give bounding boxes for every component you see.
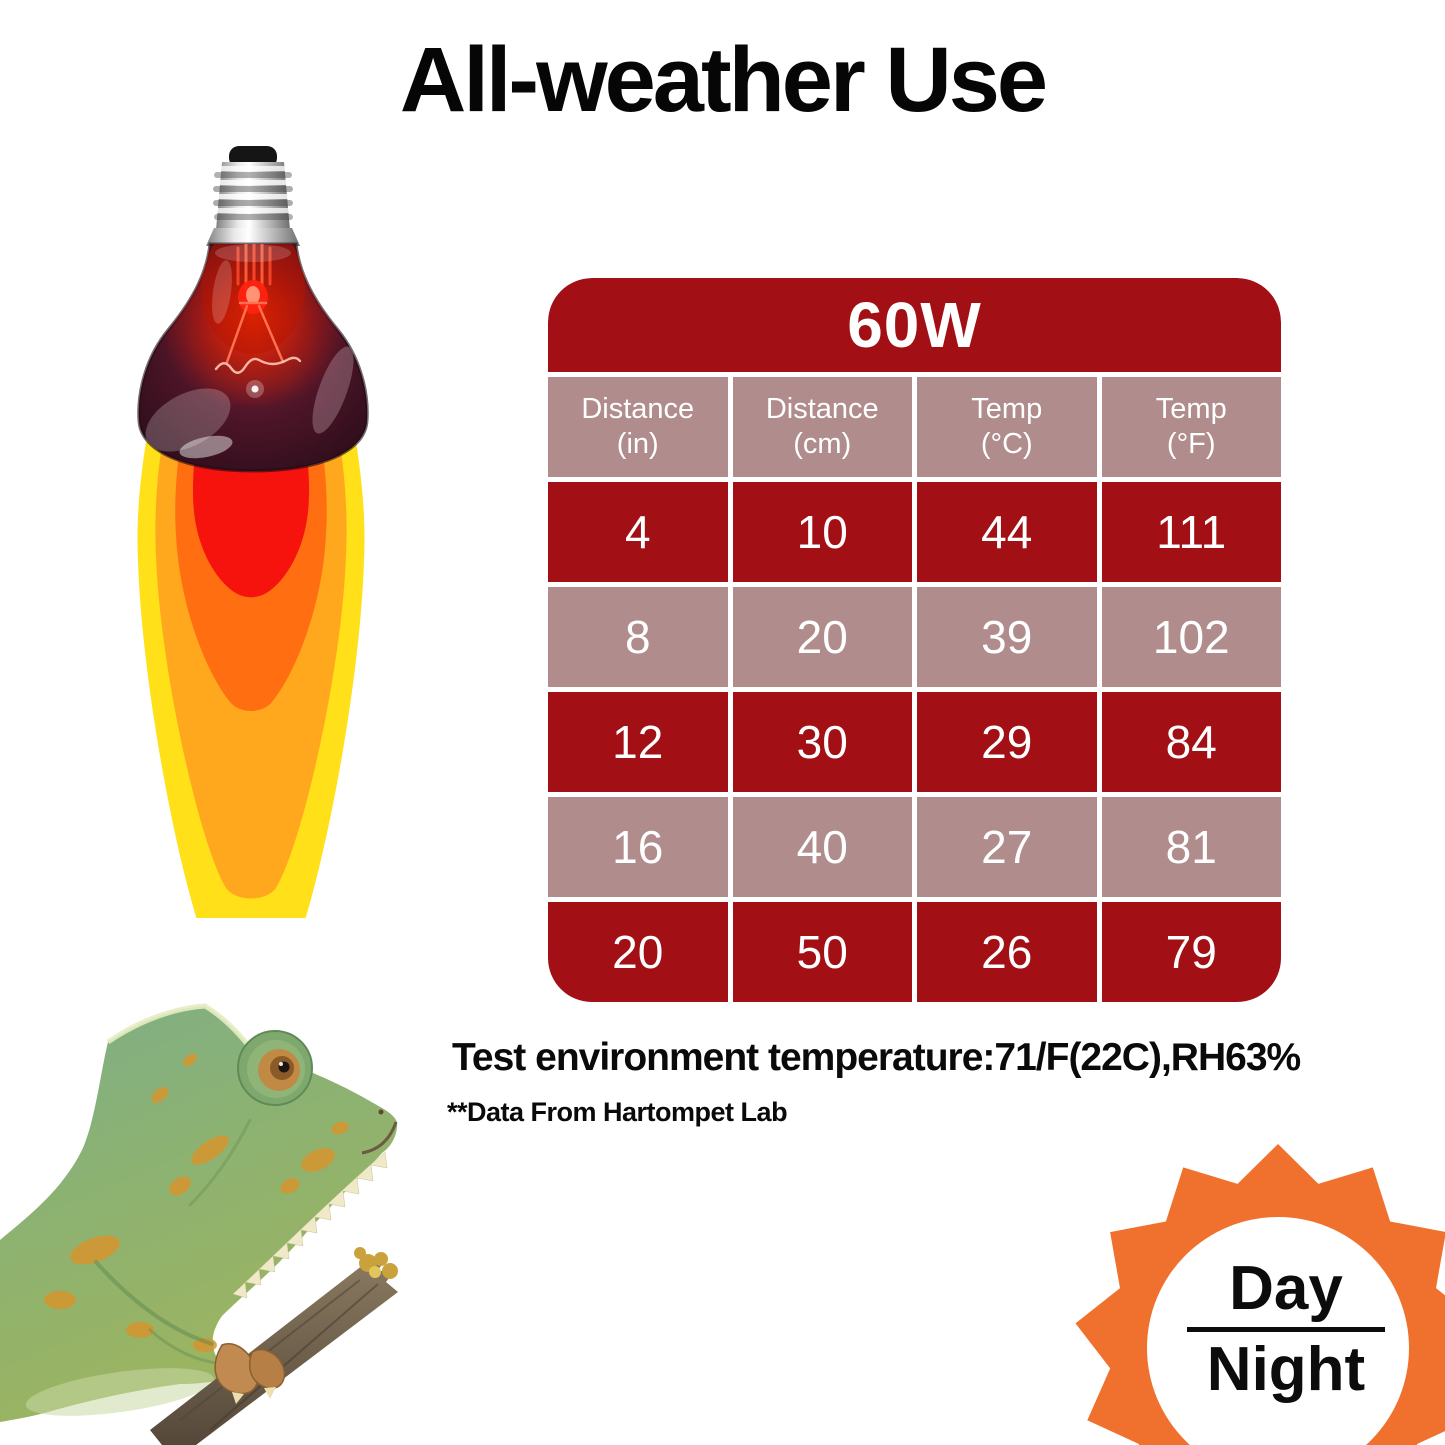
- table-cell: 44: [917, 482, 1097, 582]
- filament: [214, 244, 302, 398]
- table-cell: 50: [732, 902, 912, 1002]
- table-cell: 26: [917, 902, 1097, 1002]
- chameleon-casque-ridge: [106, 1003, 254, 1052]
- day-night-divider: [1187, 1327, 1385, 1332]
- wattage-header: 60W: [548, 278, 1281, 372]
- branch: [150, 1247, 398, 1445]
- table-cell: 84: [1101, 692, 1281, 792]
- table-cell: 20: [548, 902, 728, 1002]
- table-cell: 81: [1101, 797, 1281, 897]
- column-header-distance-cm: Distance (cm): [732, 377, 912, 477]
- table-cell: 27: [917, 797, 1097, 897]
- table-cell: 16: [548, 797, 728, 897]
- chameleon-body: [0, 1006, 398, 1422]
- chameleon-illustration: [0, 1003, 398, 1445]
- chameleon-foot: [214, 1343, 286, 1404]
- table-cell: 8: [548, 587, 728, 687]
- table-cell: 4: [548, 482, 728, 582]
- column-header-temp-f: Temp (°F): [1101, 377, 1281, 477]
- screw-threads: [213, 166, 293, 220]
- table-cell: 79: [1101, 902, 1281, 1002]
- table-cell: 40: [732, 797, 912, 897]
- page-title: All-weather Use: [399, 29, 1048, 131]
- column-header-temp-c: Temp (°C): [917, 377, 1097, 477]
- table-cell: 102: [1101, 587, 1281, 687]
- day-night-badge: Day Night: [1158, 1258, 1414, 1401]
- table-cell: 12: [548, 692, 728, 792]
- temperature-spec-table: 60W Distance (in) Distance (cm) Temp (°C…: [548, 278, 1281, 1002]
- table-cell: 39: [917, 587, 1097, 687]
- table-cell: 111: [1101, 482, 1281, 582]
- table-cell: 29: [917, 692, 1097, 792]
- table-cell: 10: [732, 482, 912, 582]
- chameleon-eye: [237, 1030, 313, 1106]
- heat-lamp-bulb-illustration: [137, 146, 369, 918]
- data-source-note: **Data From Hartompet Lab: [447, 1097, 788, 1127]
- branch-moss: [354, 1247, 398, 1279]
- heat-glow: [137, 442, 365, 918]
- chameleon-jaw-spikes: [232, 1151, 388, 1299]
- column-header-distance-in: Distance (in): [548, 377, 728, 477]
- table-cell: 20: [732, 587, 912, 687]
- table-cell: 30: [732, 692, 912, 792]
- bulb: [137, 146, 369, 473]
- chameleon-spots: [44, 1053, 349, 1352]
- day-label: Day: [1229, 1254, 1343, 1323]
- night-label: Night: [1206, 1335, 1366, 1404]
- test-environment-note: Test environment temperature:71/F(22C),R…: [452, 1036, 1301, 1079]
- spec-grid: Distance (in) Distance (cm) Temp (°C) Te…: [548, 377, 1281, 1002]
